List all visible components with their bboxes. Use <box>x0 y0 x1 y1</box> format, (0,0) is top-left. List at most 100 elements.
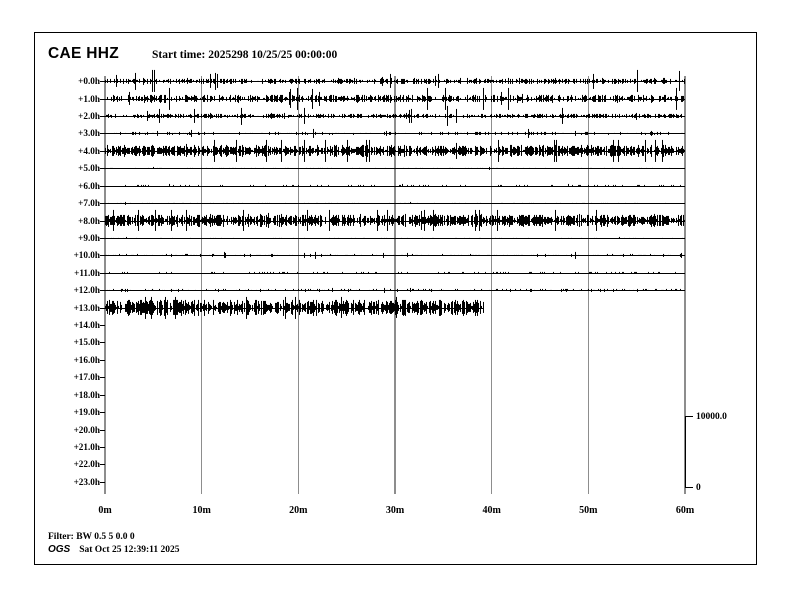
waveform-sample <box>262 78 263 84</box>
waveform-sample <box>365 132 366 135</box>
waveform-sample <box>432 289 433 291</box>
waveform-sample <box>510 215 511 226</box>
waveform-sample <box>417 80 418 83</box>
waveform-sample <box>615 145 616 157</box>
waveform-sample <box>466 218 467 223</box>
waveform-sample <box>130 302 131 314</box>
waveform-sample <box>508 78 509 85</box>
waveform-sample <box>643 80 644 83</box>
waveform-sample <box>435 76 436 87</box>
waveform-sample <box>291 132 292 135</box>
gridline-minute-40 <box>490 76 493 494</box>
waveform-sample <box>444 272 445 274</box>
waveform-sample <box>342 97 343 101</box>
waveform-sample <box>152 70 153 93</box>
waveform-sample <box>605 185 606 187</box>
waveform-sample <box>157 113 158 119</box>
waveform-sample <box>550 146 551 156</box>
waveform-sample <box>147 111 148 121</box>
waveform-sample <box>521 254 522 257</box>
waveform-sample <box>407 237 408 239</box>
waveform-sample <box>310 289 311 292</box>
waveform-sample <box>442 214 443 227</box>
waveform-sample <box>564 79 565 83</box>
waveform-sample <box>147 78 148 84</box>
waveform-sample <box>290 115 291 117</box>
waveform-sample <box>275 132 276 135</box>
waveform-sample <box>400 303 401 312</box>
waveform-sample <box>136 96 137 101</box>
waveform-sample <box>504 215 505 226</box>
waveform-sample <box>475 146 476 156</box>
waveform-sample <box>131 148 132 154</box>
waveform-sample <box>220 79 221 84</box>
waveform-sample <box>381 149 382 153</box>
waveform-sample <box>544 115 545 117</box>
waveform-sample <box>421 289 422 291</box>
waveform-sample <box>275 237 276 239</box>
waveform-sample <box>460 78 461 85</box>
waveform-sample <box>530 272 531 274</box>
waveform-sample <box>402 78 403 84</box>
waveform-sample <box>145 289 146 292</box>
waveform-sample <box>157 80 158 82</box>
waveform-sample <box>583 114 584 118</box>
waveform-sample <box>388 218 389 223</box>
waveform-sample <box>124 272 125 274</box>
waveform-sample <box>241 303 242 312</box>
waveform-sample <box>261 80 262 82</box>
waveform-sample <box>150 219 151 222</box>
waveform-sample <box>566 216 567 225</box>
waveform-sample <box>323 114 324 119</box>
waveform-sample <box>368 272 369 274</box>
waveform-sample <box>270 218 271 223</box>
waveform-sample <box>407 114 408 118</box>
waveform-sample <box>393 254 394 257</box>
waveform-sample <box>600 288 601 292</box>
waveform-sample <box>123 202 124 204</box>
waveform-sample <box>583 202 584 204</box>
waveform-sample <box>296 304 297 311</box>
waveform-sample <box>210 202 211 204</box>
waveform-sample <box>324 289 325 291</box>
waveform-sample <box>492 80 493 83</box>
waveform-sample <box>667 216 668 225</box>
waveform-sample <box>445 80 446 82</box>
waveform-sample <box>540 113 541 119</box>
waveform-sample <box>285 167 286 169</box>
waveform-sample <box>296 115 297 117</box>
waveform-sample <box>109 218 110 223</box>
waveform-sample <box>469 303 470 312</box>
waveform-sample <box>499 79 500 83</box>
ytick-mark <box>100 81 105 83</box>
waveform-sample <box>363 145 364 157</box>
waveform-sample <box>305 132 306 135</box>
waveform-sample <box>149 300 150 315</box>
waveform-sample <box>305 254 306 256</box>
waveform-sample <box>428 148 429 154</box>
waveform-sample <box>670 254 671 257</box>
waveform-sample <box>500 272 501 274</box>
waveform-sample <box>142 96 143 101</box>
waveform-sample <box>640 218 641 223</box>
waveform-sample <box>452 132 453 135</box>
waveform-sample <box>190 202 191 204</box>
waveform-sample <box>374 147 375 155</box>
waveform-sample <box>533 79 534 83</box>
waveform-sample <box>639 217 640 224</box>
waveform-sample <box>396 115 397 117</box>
waveform-sample <box>581 80 582 82</box>
waveform-sample <box>641 132 642 135</box>
ytick-label-6h: +6.0h <box>78 180 100 191</box>
waveform-sample <box>209 149 210 153</box>
waveform-sample <box>534 289 535 291</box>
waveform-sample <box>252 304 253 311</box>
waveform-sample <box>248 289 249 292</box>
waveform-sample <box>353 214 354 227</box>
waveform-sample <box>386 130 387 137</box>
waveform-sample <box>556 140 557 162</box>
waveform-sample <box>168 114 169 118</box>
waveform-sample <box>528 147 529 154</box>
waveform-sample <box>537 147 538 155</box>
waveform-sample <box>226 79 227 83</box>
